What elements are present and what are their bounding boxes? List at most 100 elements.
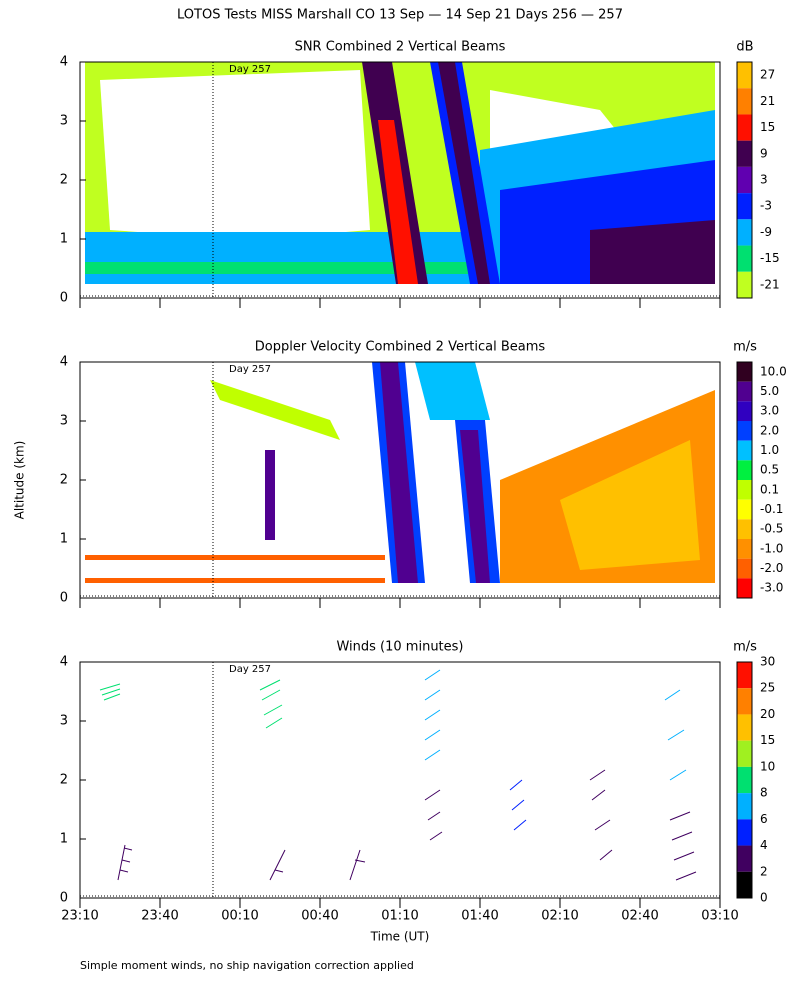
y-tick-label: 3: [60, 114, 68, 129]
colorbar-tick-label: 5.0: [760, 384, 779, 398]
snr-field: [85, 62, 715, 284]
colorbar-tick-label: 4: [760, 838, 768, 852]
colorbar-tick-label: 0.5: [760, 463, 779, 477]
colorbar-tick-label: -3.0: [760, 581, 783, 595]
y-tick-label: 4: [60, 355, 68, 370]
y-tick-label: 1: [60, 832, 68, 847]
colorbar-band: [737, 88, 752, 115]
colorbar-band: [737, 381, 752, 402]
colorbar-label: dB: [736, 40, 753, 55]
colorbar-band: [737, 714, 752, 741]
x-tick-label: 00:40: [301, 909, 338, 924]
colorbar-tick-label: 3.0: [760, 404, 779, 418]
colorbar-band: [737, 578, 752, 598]
colorbar-band: [737, 819, 752, 846]
y-tick-label: 2: [60, 473, 68, 488]
colorbar-tick-label: 9: [760, 146, 768, 160]
colorbar-tick-label: -3: [760, 199, 772, 213]
colorbar-band: [737, 480, 752, 500]
footnote: Simple moment winds, no ship navigation …: [80, 959, 414, 972]
x-tick-label: 02:10: [541, 909, 578, 924]
x-tick-label: 23:10: [61, 909, 98, 924]
y-tick-label: 4: [60, 55, 68, 70]
colorbar-band: [737, 140, 752, 167]
colorbar-band: [737, 688, 752, 715]
annotation: Day 257: [229, 664, 271, 675]
colorbar-tick-label: 2: [760, 864, 768, 878]
colorbar-label: m/s: [733, 640, 757, 655]
colorbar-tick-label: -0.5: [760, 522, 783, 536]
annotation: Day 257: [229, 364, 271, 375]
colorbar-tick-label: -1.0: [760, 541, 783, 555]
velocity-field: [85, 362, 715, 583]
colorbar-tick-label: 1.0: [760, 443, 779, 457]
colorbar-tick-label: 0.1: [760, 482, 779, 496]
colorbar-tick-label: 10: [760, 759, 775, 773]
colorbar-band: [737, 460, 752, 480]
colorbar-band: [737, 114, 752, 141]
colorbar-band: [737, 401, 752, 421]
colorbar-tick-label: 15: [760, 733, 775, 747]
annotation: Day 257: [229, 64, 271, 75]
colorbar-band: [737, 166, 752, 194]
colorbar-tick-label: -21: [760, 277, 780, 291]
colorbar-band: [737, 499, 752, 520]
y-tick-label: 1: [60, 232, 68, 247]
colorbar-band: [737, 440, 752, 461]
colorbar-tick-label: 27: [760, 68, 775, 82]
y-tick-label: 3: [60, 714, 68, 729]
y-tick-label: 0: [60, 591, 68, 606]
y-axis-label: Altitude (km): [13, 441, 27, 520]
y-tick-label: 0: [60, 291, 68, 306]
colorbar-band: [737, 793, 752, 820]
colorbar-tick-label: -9: [760, 225, 772, 239]
colorbar-tick-label: 3: [760, 173, 768, 187]
colorbar-band: [737, 193, 752, 220]
x-tick-label: 03:10: [701, 909, 738, 924]
x-tick-label: 01:40: [461, 909, 498, 924]
colorbar-band: [737, 245, 752, 272]
y-tick-label: 3: [60, 414, 68, 429]
panel-title: Doppler Velocity Combined 2 Vertical Bea…: [255, 340, 546, 355]
y-tick-label: 2: [60, 173, 68, 188]
colorbar-frame: [736, 61, 753, 299]
colorbar-band: [737, 421, 752, 441]
colorbar-tick-label: -15: [760, 251, 780, 265]
colorbar-band: [737, 271, 752, 298]
colorbar-tick-label: 10.0: [760, 364, 787, 378]
colorbar-band: [737, 871, 752, 898]
colorbar-band: [737, 845, 752, 872]
plot-frame: [79, 661, 721, 899]
colorbar-tick-label: 25: [760, 681, 775, 695]
x-tick-label: 02:40: [621, 909, 658, 924]
colorbar-tick-label: -0.1: [760, 502, 783, 516]
x-axis-label: Time (UT): [370, 930, 430, 944]
colorbar-tick-label: 20: [760, 707, 775, 721]
colorbar-tick-label: 0: [760, 891, 768, 905]
colorbar-band: [737, 662, 752, 689]
x-tick-label: 01:10: [381, 909, 418, 924]
y-tick-label: 4: [60, 655, 68, 670]
colorbar-tick-label: -2.0: [760, 561, 783, 575]
colorbar-tick-label: 21: [760, 94, 775, 108]
figure-title: LOTOS Tests MISS Marshall CO 13 Sep — 14…: [177, 8, 623, 23]
colorbar-frame: [736, 361, 753, 599]
panel-title: SNR Combined 2 Vertical Beams: [295, 40, 506, 55]
colorbar-frame: [736, 661, 753, 899]
colorbar-band: [737, 362, 752, 382]
colorbar-tick-label: 8: [760, 786, 768, 800]
colorbar-band: [737, 219, 752, 246]
y-tick-label: 1: [60, 532, 68, 547]
colorbar-band: [737, 766, 752, 794]
colorbar-tick-label: 2.0: [760, 423, 779, 437]
colorbar-band: [737, 519, 752, 539]
colorbar-band: [737, 558, 752, 579]
x-tick-label: 00:10: [221, 909, 258, 924]
colorbar-band: [737, 740, 752, 767]
panel-title: Winds (10 minutes): [336, 640, 463, 655]
y-tick-label: 2: [60, 773, 68, 788]
colorbar-tick-label: 15: [760, 120, 775, 134]
wind-barbs: [99, 669, 697, 881]
y-tick-label: 0: [60, 891, 68, 906]
